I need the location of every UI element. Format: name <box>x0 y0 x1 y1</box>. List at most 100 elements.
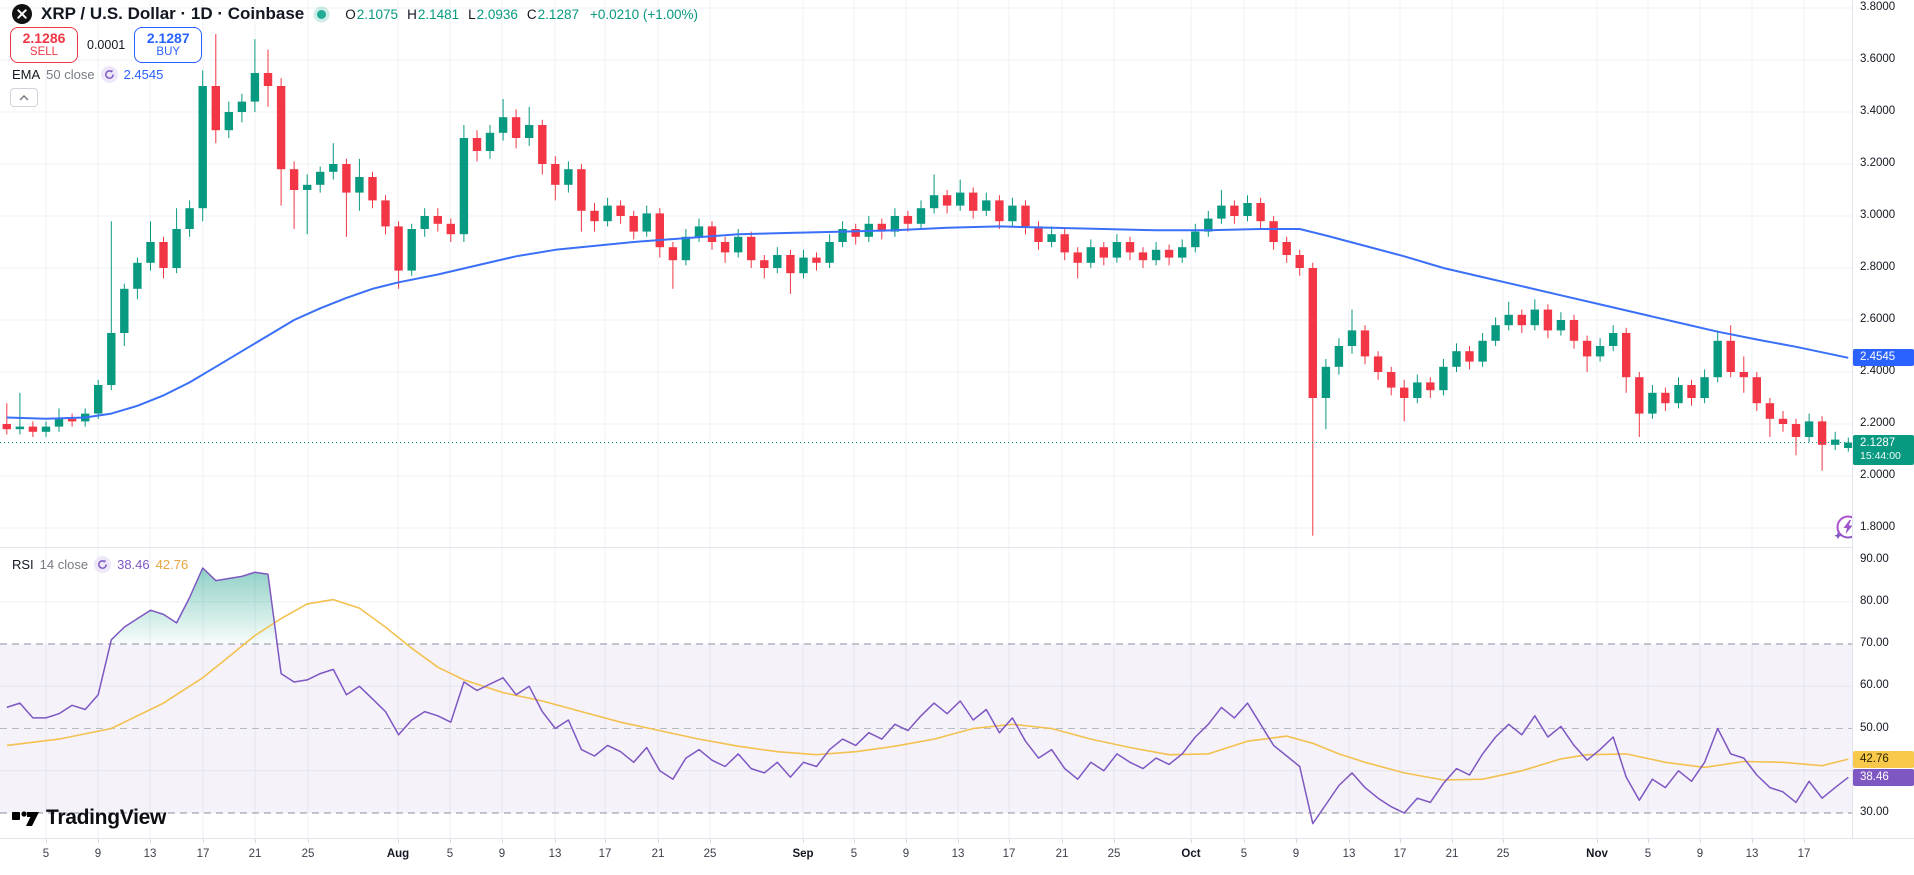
time-tick-label: 17 <box>196 848 210 860</box>
rsi-tick-label: 60.00 <box>1860 679 1889 692</box>
time-tick-label: 5 <box>1644 848 1652 860</box>
time-tick-label: Aug <box>386 848 410 860</box>
price-axis[interactable]: 3.8000 3.6000 3.4000 3.2000 3.0000 2.8000 2.60… <box>1852 0 1914 838</box>
price-tick-label: 2.0000 <box>1860 469 1896 481</box>
symbol-header[interactable]: XRP / U.S. Dollar · 1D · Coinbase O2.107… <box>12 4 698 24</box>
price-tick-label: 3.2000 <box>1860 157 1896 169</box>
time-axis[interactable]: 5 9 13 17 21 25 Aug 5 9 13 17 21 25 Sep 5 9 13 17 21 25 Oct 5… <box>0 838 1914 875</box>
ohlc-values: O2.1075 H2.1481 L2.0936 C2.1287 <box>345 7 579 22</box>
ohlc-item: H2.1481 <box>407 6 460 22</box>
time-tickmark <box>1752 839 1753 843</box>
time-tickmark <box>98 839 99 843</box>
time-tick-label: 9 <box>1696 848 1704 860</box>
rsi-indicator-row[interactable]: RSI 14 close 38.46 42.76 <box>12 556 188 573</box>
time-tick-label: 21 <box>1445 848 1459 860</box>
rsi-name: RSI <box>12 557 34 572</box>
sell-label: SELL <box>29 46 59 58</box>
time-tick-label: Sep <box>792 848 814 860</box>
time-tickmark <box>450 839 451 843</box>
time-tick-label: 13 <box>951 848 965 860</box>
time-tickmark <box>1296 839 1297 843</box>
time-tick-label: 21 <box>1055 848 1069 860</box>
time-tick-label: 5 <box>42 848 50 860</box>
rsi-signal-value: 42.76 <box>155 557 189 572</box>
time-tickmark <box>710 839 711 843</box>
pane-separator[interactable] <box>0 547 1852 548</box>
tradingview-logo[interactable]: TradingView <box>12 806 166 830</box>
time-tickmark <box>255 839 256 843</box>
time-tickmark <box>150 839 151 843</box>
rsi-tick-label: 80.00 <box>1860 594 1889 607</box>
buy-label: BUY <box>156 46 181 58</box>
ema-refresh-icon <box>100 66 118 83</box>
time-tick-label: 9 <box>902 848 910 860</box>
rsi-signal-label: 42.76 <box>1853 751 1914 769</box>
price-tick-label: 3.4000 <box>1860 105 1896 117</box>
time-tickmark <box>958 839 959 843</box>
time-tick-label: 13 <box>1342 848 1356 860</box>
time-tickmark <box>906 839 907 843</box>
price-tick-label: 2.6000 <box>1860 313 1896 325</box>
sell-price: 2.1286 <box>22 30 66 46</box>
time-tickmark <box>1648 839 1649 843</box>
rsi-params: 14 close <box>39 557 89 572</box>
time-tickmark <box>1700 839 1701 843</box>
time-tickmark <box>605 839 606 843</box>
time-tickmark <box>1597 839 1598 843</box>
rsi-tick-label: 70.00 <box>1860 637 1889 649</box>
time-tick-label: 25 <box>703 848 717 860</box>
sell-button[interactable]: 2.1286 SELL <box>10 27 78 63</box>
rsi-value-label: 38.46 <box>1853 769 1914 787</box>
time-tick-label: 9 <box>1292 848 1300 860</box>
ema-name: EMA <box>12 67 41 82</box>
price-tick-label: 2.4000 <box>1860 365 1896 377</box>
price-change: +0.0210 (+1.00%) <box>589 6 699 22</box>
time-tickmark <box>1804 839 1805 843</box>
time-tick-label: 17 <box>1002 848 1016 860</box>
collapse-panel-button[interactable] <box>10 88 38 107</box>
time-tickmark <box>1114 839 1115 843</box>
time-tickmark <box>1503 839 1504 843</box>
price-tick-label: 2.2000 <box>1860 417 1896 429</box>
time-tick-label: 25 <box>1107 848 1121 860</box>
symbol-title[interactable]: XRP / U.S. Dollar · 1D · Coinbase <box>41 4 305 23</box>
time-tickmark <box>1452 839 1453 843</box>
time-tickmark <box>1191 839 1192 843</box>
time-tick-label: 17 <box>1797 848 1811 860</box>
time-tick-label: 5 <box>1240 848 1248 860</box>
xrp-logo-icon <box>12 4 32 24</box>
rsi-tick-label: 30.00 <box>1860 806 1889 818</box>
price-tick-label: 3.0000 <box>1860 209 1896 221</box>
time-tickmark <box>1400 839 1401 843</box>
time-tickmark <box>1062 839 1063 843</box>
price-tick-label: 3.8000 <box>1860 1 1896 13</box>
ohlc-item: O2.1075 <box>345 6 399 22</box>
rsi-tick-label: 50.00 <box>1860 721 1889 734</box>
time-tickmark <box>46 839 47 843</box>
time-tickmark <box>502 839 503 843</box>
time-tickmark <box>1244 839 1245 843</box>
ema-price-label: 2.4545 <box>1853 348 1914 366</box>
time-tick-label: 13 <box>143 848 157 860</box>
time-tick-label: 9 <box>498 848 506 860</box>
time-tickmark <box>1009 839 1010 843</box>
rsi-tick-label: 90.00 <box>1860 552 1889 565</box>
last-price-label: 2.1287 15:44:00 <box>1853 434 1914 465</box>
trade-panel: 2.1286 SELL 0.0001 2.1287 BUY <box>10 27 203 63</box>
time-tick-label: 25 <box>301 848 315 860</box>
time-tick-label: Nov <box>1586 848 1608 860</box>
time-tick-label: Oct <box>1181 848 1201 860</box>
spread-value: 0.0001 <box>87 38 126 52</box>
ema-indicator-row[interactable]: EMA 50 close 2.4545 <box>12 66 163 83</box>
time-tickmark <box>854 839 855 843</box>
time-tick-label: 13 <box>548 848 562 860</box>
price-chart-canvas[interactable] <box>0 0 1852 838</box>
buy-button[interactable]: 2.1287 BUY <box>134 27 203 63</box>
time-tick-label: 25 <box>1496 848 1510 860</box>
ohlc-item: C2.1287 <box>526 6 579 22</box>
market-status-icon <box>317 9 327 19</box>
tradingview-glyph-icon <box>12 810 39 826</box>
time-tick-label: 9 <box>94 848 102 860</box>
price-tick-label: 2.8000 <box>1860 261 1896 273</box>
buy-price: 2.1287 <box>146 30 190 46</box>
